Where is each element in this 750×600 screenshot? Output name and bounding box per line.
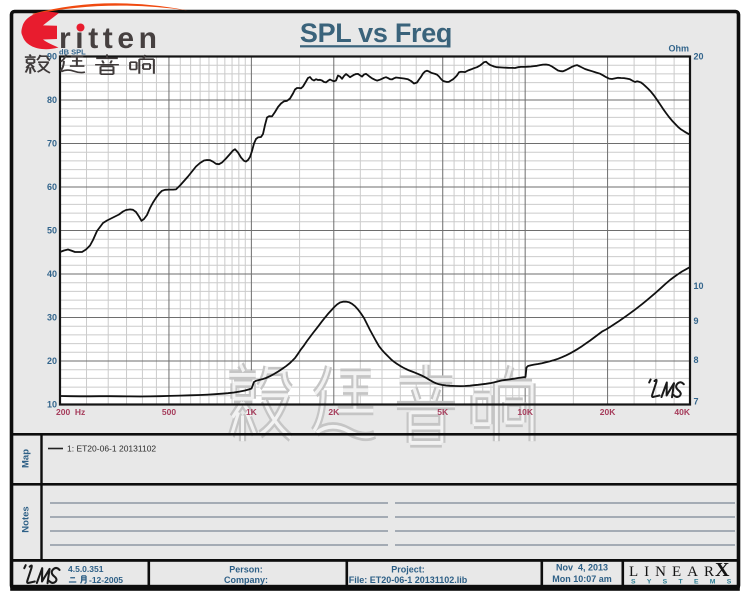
svg-text:File: ET20-06-1 20131102.lib: File: ET20-06-1 20131102.lib [349,575,468,585]
svg-text:Nov 4, 2013: Nov 4, 2013 [556,563,608,573]
svg-text:X: X [715,559,730,581]
svg-text:40K: 40K [674,407,690,417]
svg-text:60: 60 [47,182,57,192]
svg-text:Mon 10:07 am: Mon 10:07 am [552,574,612,584]
svg-text:40: 40 [47,269,57,279]
svg-text:9: 9 [694,316,699,326]
svg-text:7: 7 [694,396,699,406]
svg-text:8: 8 [694,355,699,365]
svg-text:70: 70 [47,139,57,149]
svg-text:20: 20 [694,52,704,62]
svg-text:Project:: Project: [391,565,425,575]
svg-text:Notes: Notes [21,506,32,532]
svg-text:10K: 10K [517,407,533,417]
svg-text:dB SPL: dB SPL [59,48,86,57]
svg-text:20: 20 [47,356,57,366]
svg-text:SPL vs Freq: SPL vs Freq [300,18,452,48]
svg-text:-12-2005: -12-2005 [89,575,123,585]
svg-text:500: 500 [162,407,176,417]
svg-text:ritten: ritten [59,22,162,55]
svg-text:50: 50 [47,226,57,236]
svg-text:4.5.0.351: 4.5.0.351 [68,564,104,574]
svg-text:Ohm: Ohm [668,44,689,54]
svg-text:Person:: Person: [229,565,263,575]
svg-text:80: 80 [47,95,57,105]
svg-text:200 Hz: 200 Hz [56,407,85,417]
svg-text:Company:: Company: [224,575,268,585]
svg-text:Map: Map [21,449,32,468]
svg-text:30: 30 [47,313,57,323]
svg-text:1K: 1K [246,407,258,417]
svg-text:1: ET20-06-1 20131102: 1: ET20-06-1 20131102 [67,444,156,454]
svg-text:LINEAR: LINEAR [629,564,720,580]
svg-text:2K: 2K [328,407,340,417]
svg-text:5K: 5K [437,407,449,417]
svg-text:20K: 20K [600,407,616,417]
svg-text:10: 10 [47,400,57,410]
svg-text:10: 10 [694,281,704,291]
svg-text:SYSTEMS: SYSTEMS [631,579,743,586]
svg-text:90: 90 [47,52,57,62]
